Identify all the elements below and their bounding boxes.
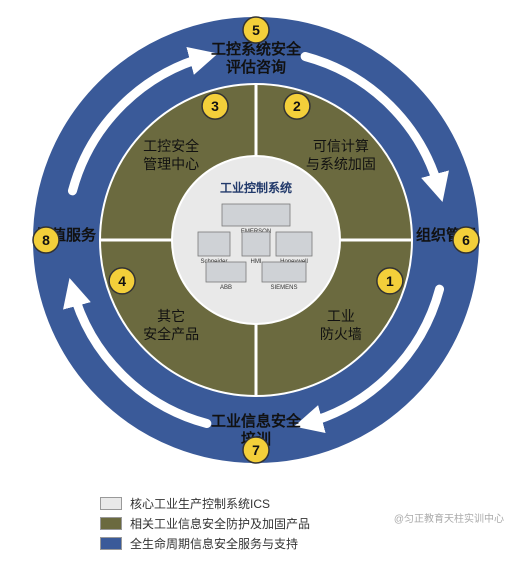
- legend-label: 核心工业生产控制系统ICS: [130, 495, 270, 512]
- legend-swatch: [100, 517, 122, 530]
- legend-item: 相关工业信息安全防护及加固产品: [100, 515, 310, 532]
- svg-text:评估咨询: 评估咨询: [226, 58, 286, 76]
- legend-item: 核心工业生产控制系统ICS: [100, 495, 310, 512]
- svg-text:其它: 其它: [157, 308, 185, 324]
- svg-text:1: 1: [386, 273, 394, 289]
- svg-text:ABB: ABB: [220, 285, 232, 291]
- legend-item: 全生命周期信息安全服务与支持: [100, 535, 310, 552]
- legend: 核心工业生产控制系统ICS 相关工业信息安全防护及加固产品 全生命周期信息安全服…: [100, 492, 310, 555]
- svg-text:5: 5: [252, 22, 260, 38]
- legend-swatch: [100, 537, 122, 550]
- svg-text:工业: 工业: [327, 308, 355, 324]
- svg-text:防火墙: 防火墙: [320, 326, 362, 342]
- legend-swatch: [100, 497, 122, 510]
- svg-text:与系统加固: 与系统加固: [306, 156, 376, 172]
- svg-text:4: 4: [118, 273, 126, 289]
- svg-text:2: 2: [293, 98, 301, 114]
- svg-text:工业信息安全: 工业信息安全: [211, 412, 302, 430]
- svg-text:HMI: HMI: [251, 259, 262, 265]
- legend-label: 全生命周期信息安全服务与支持: [130, 535, 298, 552]
- svg-text:8: 8: [42, 232, 50, 248]
- svg-text:工业控制系统: 工业控制系统: [220, 180, 292, 195]
- svg-text:可信计算: 可信计算: [313, 138, 369, 154]
- svg-text:6: 6: [462, 232, 470, 248]
- watermark-credit: @匀正教育天柱实训中心: [394, 510, 504, 525]
- svg-text:工控安全: 工控安全: [143, 138, 199, 154]
- svg-text:安全产品: 安全产品: [143, 326, 199, 342]
- svg-text:7: 7: [252, 442, 260, 458]
- concentric-diagram: EMERSONSchneiderHMIHoneywellABBSIEMENS工业…: [0, 0, 512, 480]
- legend-label: 相关工业信息安全防护及加固产品: [130, 515, 310, 532]
- svg-text:SIEMENS: SIEMENS: [270, 285, 297, 291]
- svg-text:3: 3: [211, 98, 219, 114]
- svg-text:管理中心: 管理中心: [143, 156, 199, 172]
